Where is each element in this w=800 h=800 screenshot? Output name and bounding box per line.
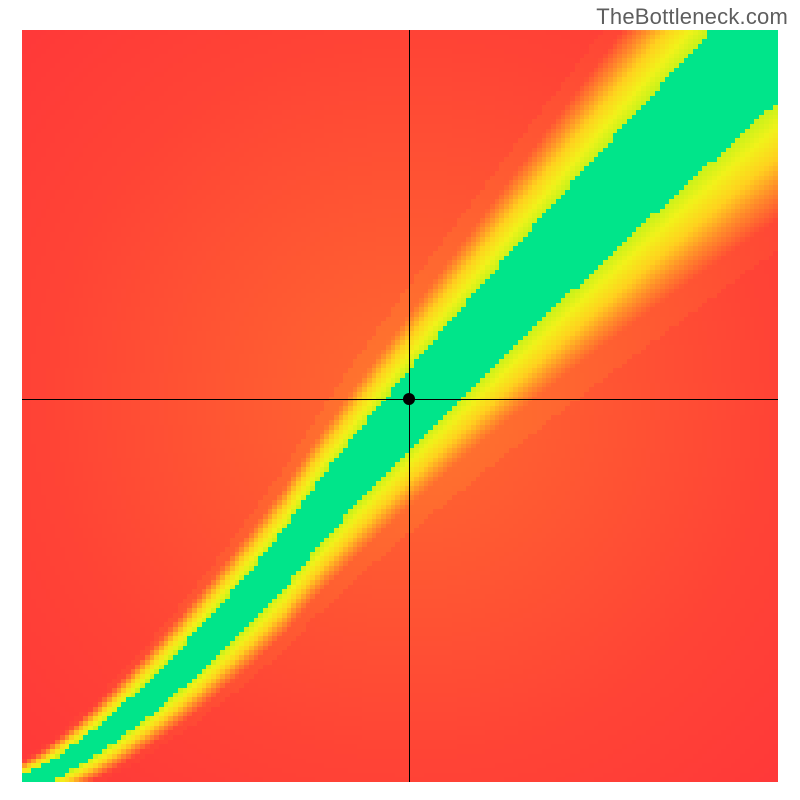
watermark-text: TheBottleneck.com (596, 4, 788, 30)
bottleneck-heatmap-plot (22, 30, 778, 782)
crosshair-vertical (409, 30, 410, 782)
crosshair-horizontal (22, 399, 778, 400)
heatmap-canvas (22, 30, 778, 782)
